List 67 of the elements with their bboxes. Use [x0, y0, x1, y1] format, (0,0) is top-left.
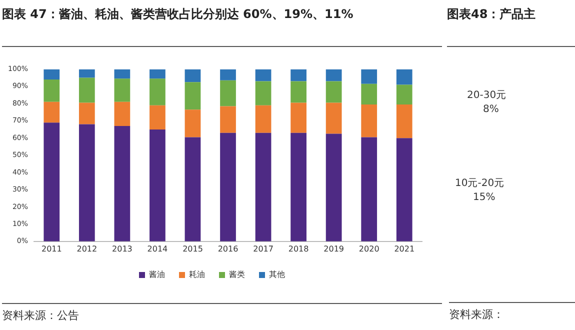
x-tick-label: 2011 — [41, 244, 62, 254]
bar — [78, 102, 95, 124]
bar — [44, 102, 60, 123]
bar — [326, 81, 342, 103]
text: 图表48：产品主 — [447, 6, 575, 47]
x-tick-label: 2014 — [147, 244, 168, 254]
x-tick-label: 2012 — [76, 244, 98, 254]
bar — [326, 102, 342, 134]
bar — [78, 69, 95, 78]
legend-label: 酱油 — [149, 270, 165, 280]
bar — [326, 69, 342, 82]
bar — [220, 132, 236, 242]
bar — [396, 84, 412, 104]
bar — [255, 81, 272, 106]
bar — [150, 105, 166, 130]
bar — [361, 69, 378, 84]
x-tick-label: 2018 — [288, 244, 309, 254]
text: 资料来源： — [449, 302, 575, 322]
bar — [184, 69, 201, 82]
x-tick-label: 2013 — [112, 244, 132, 254]
bar — [44, 80, 60, 102]
bar — [255, 132, 272, 242]
bar — [255, 69, 272, 82]
bar — [114, 78, 130, 102]
bar — [255, 105, 272, 133]
bar — [220, 69, 236, 80]
bar — [396, 69, 412, 85]
chart-title: 图表 47：酱油、耗油、酱类营收占比分别达 60%、19%、11% — [2, 6, 442, 47]
bar — [396, 104, 412, 138]
legend-label: 酱类 — [229, 270, 245, 280]
bar — [150, 69, 166, 79]
bar — [150, 78, 166, 106]
x-tick-label: 2016 — [218, 244, 238, 254]
text: 资料来源：公告 — [2, 308, 80, 323]
bar — [220, 80, 236, 106]
bar — [44, 122, 60, 242]
text: 10元-20元 — [455, 177, 504, 190]
bar — [184, 82, 201, 110]
bar — [78, 124, 95, 242]
text: 15% — [473, 192, 496, 203]
bar — [114, 126, 130, 242]
bar — [78, 78, 95, 103]
x-tick-label: 2021 — [394, 244, 415, 254]
bar — [184, 110, 201, 138]
x-tick-label: 2017 — [253, 244, 274, 254]
text: 20-30元 — [467, 89, 506, 102]
bar — [290, 132, 306, 242]
bar — [184, 137, 201, 242]
bar — [361, 137, 378, 242]
text: 8% — [483, 104, 499, 115]
bar — [114, 102, 130, 126]
bar — [150, 129, 166, 242]
bar — [290, 69, 306, 82]
x-tick-label: 2015 — [182, 244, 203, 254]
bar — [220, 106, 236, 133]
bar — [326, 134, 342, 242]
bar — [290, 81, 306, 103]
bar — [396, 138, 412, 242]
bar — [114, 69, 130, 79]
bar — [361, 104, 378, 138]
bar — [361, 84, 378, 104]
bar — [290, 102, 306, 133]
x-tick-label: 2020 — [358, 244, 380, 254]
legend-label: 其他 — [269, 270, 285, 280]
bar — [44, 69, 60, 80]
legend-label: 耗油 — [189, 270, 205, 280]
x-tick-label: 2019 — [324, 244, 344, 254]
